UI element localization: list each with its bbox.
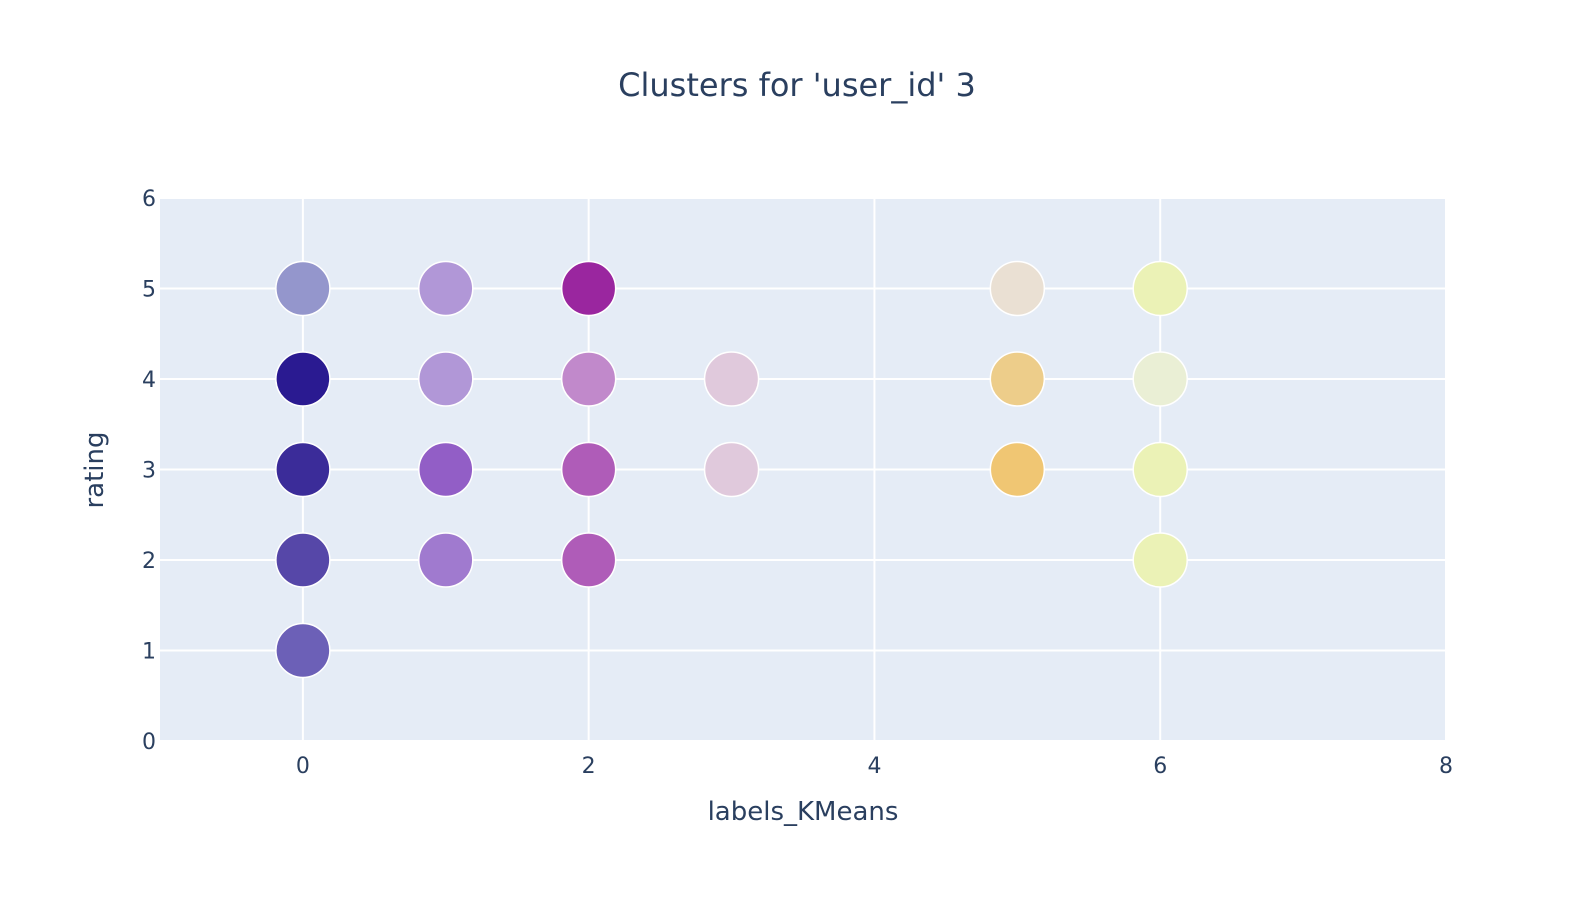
data-points xyxy=(275,260,1188,679)
y-tick-label: 5 xyxy=(142,278,156,303)
x-tick-label: 2 xyxy=(582,754,596,779)
y-tick-label: 6 xyxy=(142,187,156,212)
data-point[interactable] xyxy=(989,351,1046,407)
y-axis-title: rating xyxy=(80,431,110,508)
data-point[interactable] xyxy=(1132,441,1188,498)
data-point[interactable] xyxy=(1132,260,1188,317)
grid-lines xyxy=(160,197,1447,742)
data-point[interactable] xyxy=(989,441,1046,498)
x-tick-label: 6 xyxy=(1153,754,1167,779)
data-point[interactable] xyxy=(418,260,474,317)
data-point[interactable] xyxy=(560,260,617,317)
x-tick-label: 4 xyxy=(867,754,881,779)
y-tick-label: 4 xyxy=(142,368,156,393)
y-tick-label: 2 xyxy=(142,549,156,574)
y-tick-label: 1 xyxy=(142,640,156,665)
data-point[interactable] xyxy=(989,260,1046,317)
chart-title: Clusters for 'user_id' 3 xyxy=(618,66,976,104)
data-point[interactable] xyxy=(275,260,331,317)
data-point[interactable] xyxy=(560,532,617,588)
x-tick-label: 0 xyxy=(296,754,310,779)
data-point[interactable] xyxy=(418,532,474,588)
x-axis-ticks: 0 2 4 6 8 xyxy=(296,754,1453,779)
data-point[interactable] xyxy=(703,441,760,498)
data-point[interactable] xyxy=(1132,351,1188,407)
data-point[interactable] xyxy=(560,441,617,498)
data-point[interactable] xyxy=(275,532,331,588)
data-point[interactable] xyxy=(275,441,331,498)
data-point[interactable] xyxy=(418,441,474,498)
data-point[interactable] xyxy=(1132,532,1188,588)
y-axis-ticks: 0 1 2 3 4 5 6 xyxy=(142,187,156,755)
y-tick-label: 0 xyxy=(142,730,156,755)
data-point[interactable] xyxy=(418,351,474,407)
x-tick-label: 8 xyxy=(1439,754,1453,779)
data-point[interactable] xyxy=(560,351,617,407)
x-axis-title: labels_KMeans xyxy=(708,797,899,827)
y-tick-label: 3 xyxy=(142,459,156,484)
data-point[interactable] xyxy=(703,351,760,407)
data-point[interactable] xyxy=(275,622,331,679)
data-point[interactable] xyxy=(275,351,331,407)
